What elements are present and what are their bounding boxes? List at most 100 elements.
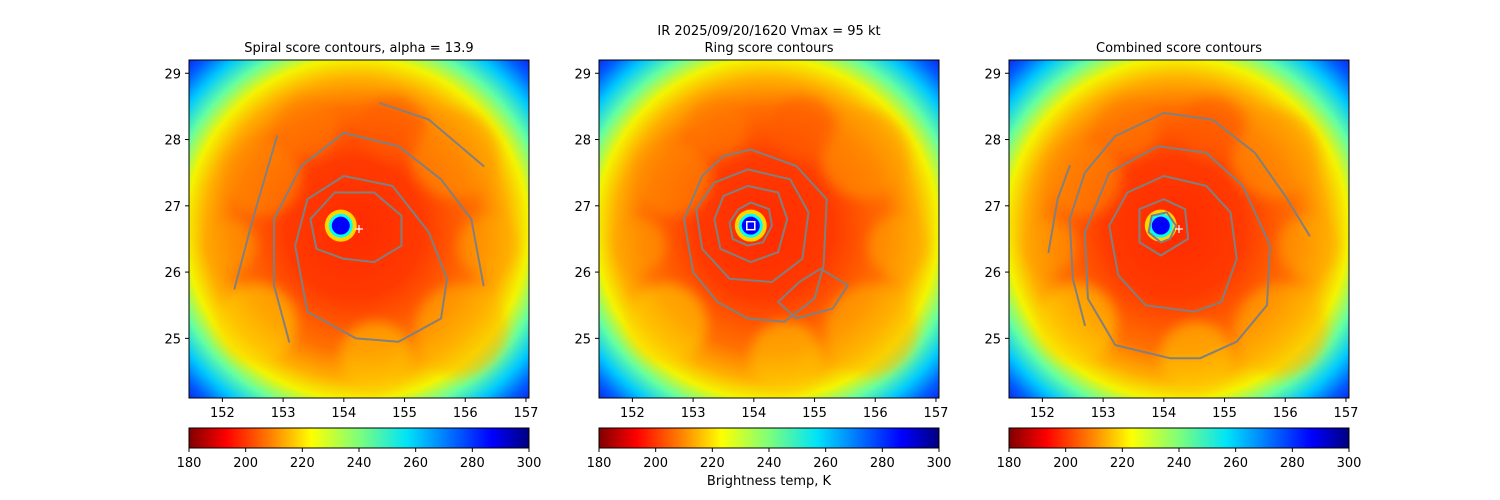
axes-frame bbox=[598, 59, 940, 399]
colorbar-tick-label: 200 bbox=[233, 456, 258, 471]
score-contour bbox=[1047, 165, 1071, 254]
x-tick-label: 155 bbox=[392, 406, 417, 421]
colorbar-tick-label: 260 bbox=[813, 456, 838, 471]
x-tick-label: 153 bbox=[681, 406, 706, 421]
colorbar bbox=[598, 427, 940, 449]
axes-frame bbox=[1008, 59, 1350, 399]
panel-3: Combined score contours 152 153 154 155 156 15… bbox=[984, 41, 1361, 471]
center-marker-square bbox=[746, 220, 756, 231]
cloud-blob bbox=[688, 97, 748, 158]
figure-suptitle: IR 2025/09/20/1620 Vmax = 95 kt bbox=[657, 24, 880, 39]
panel-title: Ring score contours bbox=[704, 41, 833, 56]
colorbar-label: Brightness temp, K bbox=[707, 474, 832, 489]
x-tick-label: 154 bbox=[1151, 406, 1176, 421]
colorbar-tick-label: 300 bbox=[927, 456, 952, 471]
cloud-blob bbox=[820, 110, 909, 199]
score-contour bbox=[233, 135, 278, 290]
x-tick-label: 156 bbox=[453, 406, 478, 421]
colorbar-tick-label: 260 bbox=[1223, 456, 1248, 471]
cloud-blob bbox=[825, 284, 917, 377]
panel-title: Combined score contours bbox=[1096, 41, 1262, 56]
y-tick-label: 26 bbox=[164, 266, 181, 281]
brightness-temp-image bbox=[1009, 60, 1349, 398]
x-tick-label: 155 bbox=[1212, 406, 1237, 421]
cloud-blob bbox=[613, 219, 666, 272]
score-contour bbox=[1108, 175, 1238, 313]
score-contour bbox=[683, 148, 828, 323]
score-contour bbox=[1147, 211, 1177, 244]
y-tick-label: 26 bbox=[984, 266, 1001, 281]
colorbar-tick-label: 260 bbox=[403, 456, 428, 471]
cloud-blob bbox=[203, 219, 256, 272]
center-marker-plus bbox=[1175, 225, 1183, 233]
center-marker-plus bbox=[355, 225, 363, 233]
x-tick-label: 152 bbox=[620, 406, 645, 421]
cloud-blob bbox=[1235, 284, 1327, 377]
cloud-blob bbox=[1278, 215, 1339, 276]
eye-core bbox=[1151, 216, 1170, 235]
y-tick-label: 27 bbox=[574, 200, 591, 215]
colorbar-tick-label: 200 bbox=[1053, 456, 1078, 471]
colorbar-tick-label: 180 bbox=[997, 456, 1022, 471]
panel-title: Spiral score contours, alpha = 13.9 bbox=[244, 41, 473, 56]
cloud-blob bbox=[868, 215, 929, 276]
x-tick-label: 155 bbox=[802, 406, 827, 421]
x-tick-label: 156 bbox=[1273, 406, 1298, 421]
x-tick-label: 154 bbox=[741, 406, 766, 421]
colorbar-tick-label: 200 bbox=[643, 456, 668, 471]
cloud-blob bbox=[1230, 110, 1319, 199]
cloud-blob bbox=[1037, 283, 1117, 364]
colorbar-tick-label: 220 bbox=[290, 456, 315, 471]
y-tick-label: 25 bbox=[574, 332, 591, 347]
colorbar-tick-label: 180 bbox=[177, 456, 202, 471]
cloud-blob bbox=[771, 95, 835, 160]
x-tick-label: 157 bbox=[924, 406, 949, 421]
score-contour bbox=[777, 267, 849, 320]
colorbar-tick-label: 180 bbox=[587, 456, 612, 471]
cloud-blob bbox=[278, 97, 338, 158]
cloud-blob bbox=[217, 283, 297, 364]
colorbar-tick-label: 240 bbox=[757, 456, 782, 471]
colorbar-tick-label: 280 bbox=[460, 456, 485, 471]
x-tick-label: 156 bbox=[863, 406, 888, 421]
eye-core bbox=[331, 216, 350, 235]
score-contour bbox=[1068, 112, 1311, 327]
x-tick-label: 154 bbox=[331, 406, 356, 421]
score-contour bbox=[273, 131, 485, 343]
x-tick-label: 152 bbox=[1030, 406, 1055, 421]
cloud-blob bbox=[340, 321, 412, 394]
colorbar bbox=[188, 427, 530, 449]
y-tick-label: 26 bbox=[574, 266, 591, 281]
y-tick-label: 25 bbox=[984, 332, 1001, 347]
colorbar-tick-label: 220 bbox=[1110, 456, 1135, 471]
axes-frame bbox=[188, 59, 530, 399]
cloud-blob bbox=[1098, 97, 1158, 158]
y-tick-label: 29 bbox=[574, 67, 591, 82]
x-tick-label: 153 bbox=[1091, 406, 1116, 421]
brightness-temp-image bbox=[599, 60, 939, 398]
y-tick-label: 29 bbox=[164, 67, 181, 82]
cloud-blob bbox=[410, 110, 499, 199]
y-tick-label: 27 bbox=[164, 200, 181, 215]
colorbar-tick-label: 300 bbox=[1337, 456, 1362, 471]
eye-core bbox=[741, 216, 760, 235]
y-tick-label: 28 bbox=[984, 134, 1001, 149]
colorbar-tick-label: 280 bbox=[870, 456, 895, 471]
score-contour bbox=[379, 102, 485, 167]
score-contour bbox=[1138, 198, 1190, 257]
colorbar bbox=[1008, 427, 1350, 449]
cloud-blob bbox=[415, 284, 507, 377]
colorbar-tick-label: 280 bbox=[1280, 456, 1305, 471]
colorbar-tick-label: 240 bbox=[1167, 456, 1192, 471]
score-contour bbox=[728, 201, 773, 247]
cloud-blob bbox=[361, 95, 425, 160]
x-tick-label: 152 bbox=[210, 406, 235, 421]
x-tick-label: 153 bbox=[271, 406, 296, 421]
cloud-blob bbox=[627, 283, 707, 364]
y-tick-label: 28 bbox=[164, 134, 181, 149]
cloud-blob bbox=[750, 321, 822, 394]
brightness-temp-image bbox=[189, 60, 529, 398]
score-contour bbox=[1083, 145, 1272, 360]
colorbar-tick-label: 220 bbox=[700, 456, 725, 471]
